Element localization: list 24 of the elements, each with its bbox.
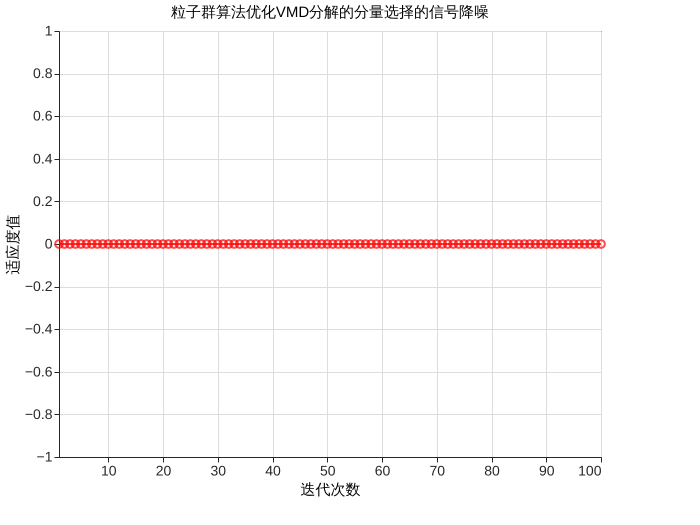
x-tick-label: 90	[538, 462, 555, 478]
y-tick-label: 0.2	[33, 192, 53, 209]
y-tick-label: 0.4	[33, 150, 53, 166]
y-tick-label: 0.8	[33, 65, 53, 82]
x-tick-label: 80	[484, 462, 500, 478]
x-tick-label: 50	[320, 462, 336, 478]
x-tick-label: 70	[429, 462, 446, 478]
y-tick-label: 0.6	[33, 108, 53, 124]
y-tick-label: −0.8	[24, 406, 53, 422]
x-tick-label: 100	[578, 462, 602, 478]
x-axis-title: 迭代次数	[300, 482, 360, 498]
y-tick-label: 0	[44, 236, 53, 252]
y-tick-label: −0.6	[24, 363, 53, 380]
y-tick-label: −0.4	[24, 320, 53, 337]
x-tick-label: 10	[100, 462, 117, 478]
y-axis-title: 适应度值	[4, 214, 22, 274]
y-tick-label: 1	[44, 22, 53, 38]
y-tick-label: −0.2	[24, 278, 53, 294]
chart-title: 粒子群算法优化VMD分解的分量选择的信号降噪	[170, 4, 490, 21]
y-tick-label: −1	[36, 448, 53, 464]
x-tick-label: 20	[156, 462, 172, 478]
x-tick-label: 60	[374, 462, 391, 478]
x-tick-label: 40	[265, 462, 282, 478]
x-tick-label: 30	[210, 462, 226, 478]
